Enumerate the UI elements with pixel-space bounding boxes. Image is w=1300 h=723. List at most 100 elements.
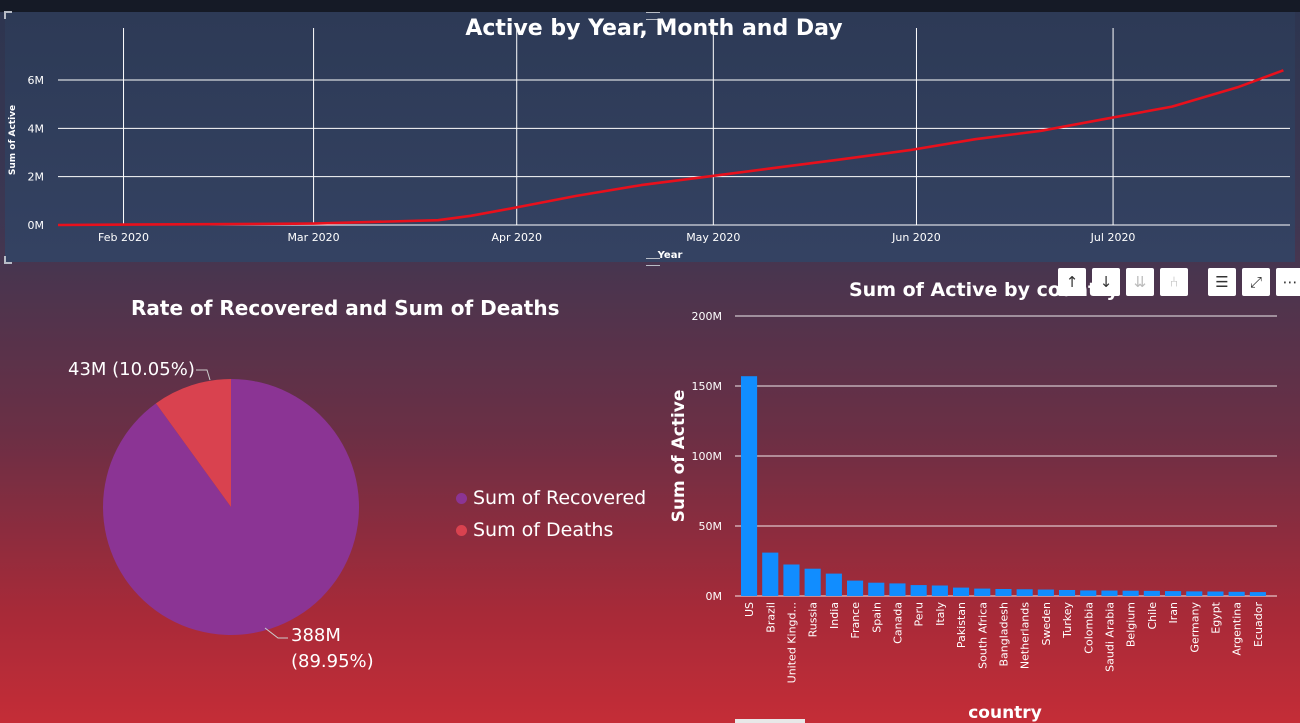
bar-colombia[interactable] [1080, 590, 1097, 596]
line-chart-ylabel: Sum of Active [8, 105, 18, 175]
bar-xtick-label: Spain [870, 602, 883, 633]
bar-xtick-label: Egypt [1209, 601, 1222, 633]
bar-saudi-arabia[interactable] [1101, 590, 1118, 596]
bar-xtick-label: France [849, 602, 862, 639]
line-visual-top-grip[interactable] [646, 12, 660, 20]
more-options-icon: ⋯ [1282, 273, 1298, 291]
arrow-up-icon: ↑ [1065, 273, 1079, 291]
bar-ytick-label: 200M [692, 310, 723, 323]
line-visual-corner-tl[interactable] [4, 11, 12, 19]
bar-xtick-label: India [828, 602, 841, 629]
filter-icon: ☰ [1215, 273, 1229, 291]
bar-chile[interactable] [1143, 590, 1160, 596]
bar-xtick-label: US [743, 602, 756, 617]
expand-hierarchy-button[interactable]: ⑃ [1160, 268, 1188, 296]
legend-dot-deaths [456, 524, 467, 536]
bar-bangladesh[interactable] [995, 589, 1012, 596]
drill-up-button[interactable]: ↑ [1058, 268, 1086, 296]
line-xtick-label: Apr 2020 [491, 231, 542, 244]
more-options-button[interactable]: ⋯ [1276, 268, 1300, 296]
pie-chart-title: Rate of Recovered and Sum of Deaths [131, 296, 560, 320]
line-visual-corner-bl[interactable] [4, 256, 12, 264]
legend-label-deaths: Sum of Deaths [473, 519, 614, 541]
bar-france[interactable] [847, 580, 864, 596]
bar-xtick-label: South Africa [976, 602, 989, 669]
pie-label-deaths: 43M (10.05%) [68, 359, 195, 380]
arrow-down-icon: ↓ [1099, 273, 1113, 291]
bar-argentina[interactable] [1228, 591, 1245, 596]
bar-spain[interactable] [868, 582, 885, 596]
bar-ytick-label: 150M [692, 380, 723, 393]
bar-egypt[interactable] [1207, 591, 1224, 596]
bar-south-africa[interactable] [974, 588, 991, 596]
line-chart-visual[interactable] [5, 12, 1295, 262]
bar-ytick-label: 50M [699, 520, 723, 533]
bar-india[interactable] [825, 573, 842, 596]
bar-xtick-label: Chile [1146, 602, 1159, 630]
pie-leader-recovered [264, 627, 288, 639]
double-arrow-down-icon: ⇊ [1133, 273, 1147, 291]
bar-netherlands[interactable] [1016, 589, 1033, 596]
line-xtick-label: Mar 2020 [287, 231, 339, 244]
line-ytick-label: 6M [28, 74, 45, 87]
bar-russia[interactable] [804, 568, 821, 596]
bar-ecuador[interactable] [1249, 592, 1266, 596]
bar-peru[interactable] [910, 585, 927, 596]
bar-united-kingd[interactable] [783, 564, 800, 597]
legend-item-recovered[interactable]: Sum of Recovered [456, 482, 646, 514]
bar-canada[interactable] [889, 583, 906, 596]
bar-chart-xlabel: country [968, 703, 1042, 723]
page-scroll-indicator [735, 719, 805, 723]
bar-xtick-label: Argentina [1231, 602, 1244, 656]
line-ytick-label: 2M [28, 171, 45, 184]
line-ytick-label: 0M [28, 219, 45, 232]
expand-hierarchy-icon: ⑃ [1169, 273, 1179, 291]
bar-xtick-label: Italy [934, 602, 947, 626]
bar-xtick-label: United Kingd... [785, 602, 798, 683]
line-chart-xlabel: Year [657, 250, 683, 261]
bar-xtick-label: Sweden [1040, 602, 1053, 645]
pie-slice-deaths[interactable] [155, 379, 231, 507]
bar-sweden[interactable] [1037, 589, 1054, 596]
filter-button[interactable]: ☰ [1208, 268, 1236, 296]
bar-xtick-label: Colombia [1082, 602, 1095, 654]
bar-iran[interactable] [1165, 591, 1182, 596]
bar-xtick-label: Bangladesh [997, 602, 1010, 667]
next-level-button[interactable]: ⇊ [1126, 268, 1154, 296]
bar-brazil[interactable] [762, 552, 779, 596]
pie-label-recovered-value: 388M [291, 625, 341, 646]
bar-xtick-label: Peru [913, 602, 926, 627]
pie-legend: Sum of Recovered Sum of Deaths [456, 482, 646, 546]
bar-xtick-label: Russia [807, 602, 820, 637]
bar-ytick-label: 0M [706, 590, 723, 603]
pie-leader-deaths [196, 369, 211, 381]
bar-turkey[interactable] [1059, 589, 1076, 596]
legend-label-recovered: Sum of Recovered [473, 487, 647, 509]
line-series-active[interactable] [57, 69, 1284, 227]
line-ytick-label: 4M [28, 122, 45, 135]
legend-item-deaths[interactable]: Sum of Deaths [456, 514, 646, 546]
bar-xtick-label: Turkey [1061, 602, 1074, 639]
pie-label-recovered-pct: (89.95%) [291, 651, 374, 672]
line-xtick-label: Feb 2020 [98, 231, 149, 244]
line-visual-bottom-grip[interactable] [646, 258, 660, 266]
bar-xtick-label: Canada [891, 602, 904, 644]
bar-xtick-label: Iran [1167, 602, 1180, 624]
focus-mode-button[interactable]: ⤢ [1242, 268, 1270, 296]
bar-us[interactable] [741, 376, 758, 596]
bar-italy[interactable] [931, 585, 948, 597]
bar-xtick-label: Belgium [1125, 602, 1138, 647]
bar-chart-ylabel: Sum of Active [669, 390, 689, 523]
bar-belgium[interactable] [1122, 590, 1139, 596]
bar-pakistan[interactable] [953, 587, 970, 596]
bar-xtick-label: Brazil [764, 602, 777, 633]
bar-germany[interactable] [1186, 591, 1203, 596]
bar-xtick-label: Pakistan [955, 602, 968, 648]
bar-xtick-label: Netherlands [1019, 602, 1032, 669]
drill-down-button[interactable]: ↓ [1092, 268, 1120, 296]
focus-mode-icon: ⤢ [1249, 273, 1262, 291]
line-xtick-label: Jul 2020 [1090, 231, 1136, 244]
bar-ytick-label: 100M [692, 450, 723, 463]
bar-xtick-label: Germany [1188, 602, 1201, 653]
